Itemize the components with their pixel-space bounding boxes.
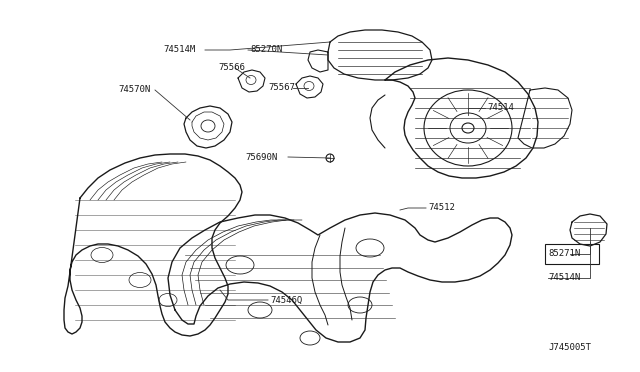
Text: 75566: 75566 [218,64,245,73]
Text: 74570N: 74570N [118,86,150,94]
Text: 74514: 74514 [487,103,514,112]
Text: 85270N: 85270N [250,45,282,55]
Text: 75567: 75567 [268,83,295,93]
Text: 85271N: 85271N [548,250,580,259]
Text: 74512: 74512 [428,203,455,212]
Text: 74514M: 74514M [164,45,196,55]
Text: J745005T: J745005T [548,343,591,353]
Text: 75690N: 75690N [245,153,277,161]
Text: 74546Q: 74546Q [270,295,302,305]
Text: 74514N: 74514N [548,273,580,282]
